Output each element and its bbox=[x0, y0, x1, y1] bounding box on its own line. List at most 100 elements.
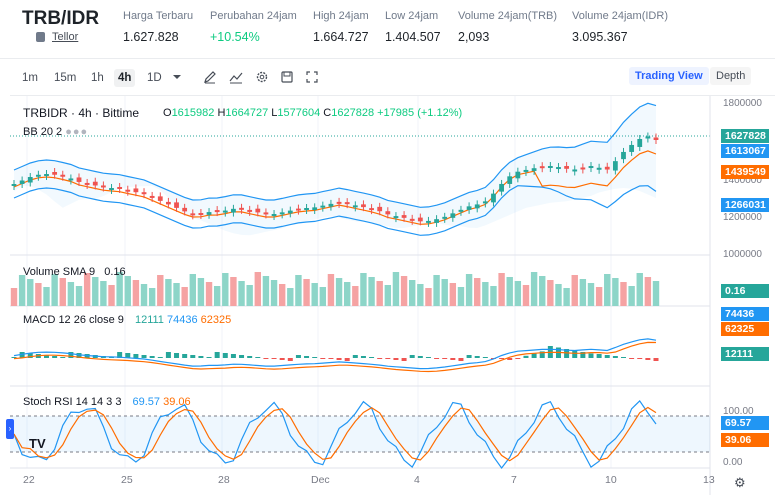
volume-label: Volume SMA 9 bbox=[23, 266, 96, 278]
volume-bar bbox=[311, 283, 318, 306]
macd-histogram-bar bbox=[499, 358, 505, 359]
volume-bar bbox=[506, 277, 513, 306]
interval-1d[interactable]: 1D bbox=[147, 72, 162, 84]
volume-legend[interactable]: Volume SMA 9 0.16 bbox=[23, 266, 126, 278]
macd-histogram-bar bbox=[474, 356, 480, 358]
candle-body bbox=[621, 151, 626, 160]
volume-bar bbox=[376, 281, 383, 306]
macd-histogram-bar bbox=[572, 350, 578, 358]
volume-bar bbox=[352, 286, 359, 306]
ohlc-close: 1627828 bbox=[331, 107, 375, 119]
stoch-d-value: 39.06 bbox=[163, 396, 191, 408]
interval-15m[interactable]: 15m bbox=[54, 72, 77, 84]
pencil-icon[interactable] bbox=[203, 70, 217, 84]
candle-body bbox=[287, 210, 293, 214]
macd-legend[interactable]: MACD 12 26 close 9 12111 74436 62325 bbox=[23, 314, 231, 326]
stat-value: 1.627.828 bbox=[123, 30, 179, 44]
candle-body bbox=[84, 182, 90, 185]
volume-bar bbox=[270, 280, 278, 306]
candle-body bbox=[239, 207, 244, 210]
indicator-icon[interactable] bbox=[229, 70, 243, 84]
candle-body bbox=[304, 208, 309, 210]
x-tick: 4 bbox=[414, 474, 420, 486]
stat-low-24h: Low 24jam 1.404.507 bbox=[385, 10, 441, 44]
volume-bar bbox=[555, 284, 562, 306]
interval-1m[interactable]: 1m bbox=[22, 72, 38, 84]
volume-bar bbox=[449, 283, 457, 306]
candle-body bbox=[401, 215, 407, 218]
macd-signal-line bbox=[13, 341, 657, 373]
more-icon[interactable]: ●●● bbox=[65, 126, 89, 138]
candle-body bbox=[296, 208, 301, 211]
volume-bar bbox=[18, 275, 26, 306]
bb-legend[interactable]: BB 20 2 ●●● bbox=[23, 126, 88, 138]
macd-histogram-bar bbox=[239, 355, 245, 358]
candle-body bbox=[117, 187, 123, 189]
volume-bar bbox=[132, 280, 140, 306]
price-chart[interactable] bbox=[0, 96, 775, 495]
volume-bar bbox=[343, 282, 351, 306]
volume-bar bbox=[222, 273, 229, 306]
macd-histogram-bar bbox=[295, 355, 301, 358]
chart-settings-icon[interactable]: ⚙ bbox=[734, 475, 746, 490]
macd-histogram-bar bbox=[174, 353, 180, 358]
bb-basis-line bbox=[13, 150, 657, 225]
macd-histogram-bar bbox=[515, 358, 521, 359]
macd-histogram-bar bbox=[588, 353, 594, 358]
stoch-legend[interactable]: Stoch RSI 14 14 3 3 69.57 39.06 bbox=[23, 396, 191, 408]
macd-histogram-bar bbox=[328, 358, 334, 359]
tab-depth[interactable]: Depth bbox=[710, 67, 752, 85]
tradingview-logo: TV bbox=[29, 436, 46, 451]
bb-basis-label: 1439549 bbox=[721, 165, 769, 179]
tab-trading-view[interactable]: Trading View bbox=[629, 67, 709, 85]
macd-histogram-bar bbox=[141, 355, 147, 358]
stat-label: Volume 24jam(IDR) bbox=[572, 10, 668, 22]
stat-label: Harga Terbaru bbox=[123, 10, 194, 22]
candle-body bbox=[466, 206, 472, 210]
volume-bar bbox=[409, 280, 416, 306]
volume-bar bbox=[254, 272, 261, 306]
volume-bar bbox=[230, 277, 237, 306]
collapse-sidebar-icon[interactable]: › bbox=[6, 419, 14, 439]
macd-histogram-bar bbox=[344, 358, 350, 361]
candle-body bbox=[182, 207, 188, 212]
bb-upper-label: 1613067 bbox=[721, 144, 769, 158]
stat-label: Volume 24jam(TRB) bbox=[458, 10, 558, 22]
volume-bar bbox=[368, 277, 375, 306]
macd-histogram-bar bbox=[255, 357, 261, 358]
candle-body bbox=[564, 166, 570, 169]
bb-fill bbox=[14, 103, 656, 236]
chevron-down-icon[interactable] bbox=[170, 70, 184, 84]
volume-bar bbox=[278, 284, 286, 306]
candle-body bbox=[141, 192, 147, 195]
volume-bar bbox=[482, 282, 489, 306]
gear-icon[interactable] bbox=[255, 70, 269, 84]
stoch-label: Stoch RSI 14 14 3 3 bbox=[23, 396, 122, 408]
candle-body bbox=[344, 202, 350, 205]
interval-1h[interactable]: 1h bbox=[91, 72, 104, 84]
candle-body bbox=[166, 201, 171, 205]
volume-bar bbox=[35, 283, 42, 306]
save-icon[interactable] bbox=[280, 70, 294, 84]
volume-bar bbox=[262, 276, 270, 306]
coin-link[interactable]: Tellor bbox=[52, 31, 79, 43]
volume-bar bbox=[116, 272, 123, 306]
volume-bar bbox=[303, 279, 310, 306]
volume-bar bbox=[100, 281, 107, 306]
macd-histogram-bar bbox=[442, 358, 448, 359]
volume-bar bbox=[571, 275, 578, 306]
candle-body bbox=[482, 201, 488, 204]
macd-histogram-bar bbox=[637, 358, 643, 359]
interval-4h[interactable]: 4h bbox=[114, 69, 136, 87]
candle-body bbox=[76, 177, 82, 182]
candle-body bbox=[426, 220, 431, 223]
macd-histogram-bar bbox=[60, 357, 66, 358]
volume-bar bbox=[83, 273, 91, 306]
volume-bar bbox=[620, 282, 627, 306]
candle-body bbox=[442, 216, 448, 219]
fullscreen-icon[interactable] bbox=[305, 70, 319, 84]
candle-body bbox=[507, 176, 513, 184]
macd-histogram-bar bbox=[11, 357, 17, 358]
candlesticks bbox=[11, 132, 659, 227]
macd-histogram-bar bbox=[629, 358, 635, 359]
